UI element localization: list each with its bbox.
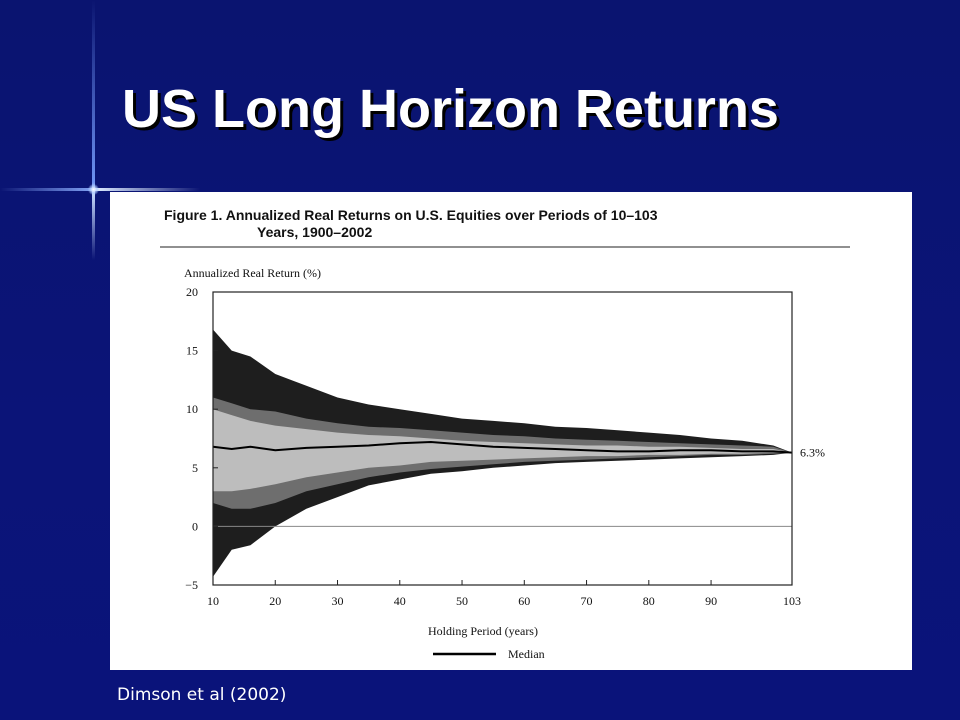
plot-area: −5 0 5 10 15 20 10 20 30 40 50 60 70 80 90 103 6.3% (185, 285, 825, 608)
figure-caption-line1: Figure 1. Annualized Real Returns on U.S… (164, 207, 658, 223)
legend-median-label: Median (508, 647, 545, 661)
plot-frame (212, 291, 793, 586)
y-tick-label: 20 (186, 285, 198, 299)
y-tick-label: 10 (186, 402, 198, 416)
y-tick-label: 5 (192, 461, 198, 475)
x-axis-label: Holding Period (years) (428, 624, 538, 638)
x-tick-label: 90 (705, 594, 717, 608)
sparkle-vertical-ray (92, 0, 95, 260)
y-tick-label: 0 (192, 519, 198, 533)
y-axis-label: Annualized Real Return (%) (184, 266, 321, 280)
y-tick-label: −5 (185, 578, 198, 592)
x-tick-label: 103 (783, 594, 801, 608)
returns-chart: Figure 1. Annualized Real Returns on U.S… (160, 207, 850, 661)
x-tick-label: 60 (518, 594, 530, 608)
band-inner (213, 409, 792, 492)
x-tick-label: 10 (207, 594, 219, 608)
series-median-line (212, 440, 793, 454)
y-tick-label: 15 (186, 344, 198, 358)
x-tick-label: 80 (643, 594, 655, 608)
slide-title: US Long Horizon Returns (122, 79, 779, 139)
x-tick-label: 40 (394, 594, 406, 608)
end-value-label: 6.3% (800, 446, 825, 460)
x-tick-label: 50 (456, 594, 468, 608)
x-tick-label: 30 (332, 594, 344, 608)
figure-caption-line2: Years, 1900–2002 (257, 224, 372, 240)
x-tick-label: 20 (269, 594, 281, 608)
x-tick-label: 70 (581, 594, 593, 608)
citation: Dimson et al (2002) (117, 685, 287, 705)
sparkle-star-icon (88, 184, 99, 195)
figure-panel: Figure 1. Annualized Real Returns on U.S… (110, 192, 912, 670)
sparkle-horizontal-ray (0, 188, 200, 191)
